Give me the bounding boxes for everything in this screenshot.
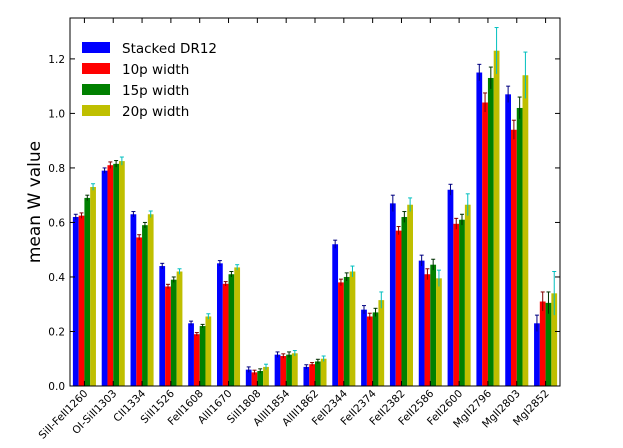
bar-1-0 [101,170,108,386]
bar-6-0 [245,369,252,386]
bar-1-1 [107,165,114,386]
legend-swatch-0 [82,42,110,53]
bar-10-0 [361,309,367,386]
y-tick-label-0: 0.0 [48,381,65,393]
bar-3-0 [159,266,166,386]
bar-15-3 [522,75,529,387]
bar-14-3 [493,50,500,387]
bar-3-2 [170,279,177,386]
bar-9-1 [338,282,344,386]
bar-9-0 [332,244,339,386]
bar-10-3 [378,300,385,386]
bar-0-3 [90,187,96,386]
legend-swatch-1 [82,63,110,74]
bar-6-1 [251,372,258,386]
bar-9-2 [343,276,350,386]
x-tick-label-0: SiII-FeII1260 [37,388,91,442]
bar-7-2 [286,354,292,386]
bar-1-3 [119,161,125,386]
y-tick-label-3: 0.6 [48,217,65,229]
legend-swatch-3 [82,105,110,116]
legend-label-2: 15p width [122,83,189,99]
bar-13-3 [464,204,471,386]
bar-5-0 [217,263,223,386]
bar-2-2 [142,225,148,386]
bar-15-1 [511,129,517,386]
bar-0-2 [84,197,91,386]
bar-5-2 [228,274,235,386]
y-tick-label-2: 0.4 [48,272,65,284]
bar-0-0 [72,216,79,386]
bar-14-2 [487,77,494,386]
bars-layer [72,50,558,387]
bar-16-0 [534,323,540,386]
bar-5-3 [234,267,241,386]
legend-label-0: Stacked DR12 [122,41,217,57]
bar-8-1 [309,364,315,386]
bar-5-1 [222,283,229,386]
y-tick-label-5: 1.0 [48,108,65,120]
bar-12-2 [430,264,437,386]
bar-3-3 [176,271,183,386]
bar-4-2 [199,326,206,386]
bar-8-2 [315,361,321,386]
bar-2-1 [136,237,143,386]
legend: Stacked DR12 10p width 15p width 20p width [82,41,217,120]
bar-1-2 [113,163,119,386]
legend-label-1: 10p width [122,62,189,78]
bar-10-2 [372,312,379,386]
bar-4-1 [193,334,200,386]
bar-11-3 [407,204,413,386]
bar-13-1 [453,223,460,386]
legend-swatch-2 [82,84,110,95]
bar-14-0 [476,72,483,387]
bar-13-0 [447,189,454,386]
y-tick-label-6: 1.2 [48,54,65,66]
bar-15-0 [505,94,511,386]
bar-11-2 [401,216,408,386]
bar-11-0 [389,203,396,386]
error-bars-layer [73,27,557,375]
bar-16-1 [539,301,546,386]
bar-13-2 [459,219,465,386]
bar-8-0 [303,366,310,386]
bar-2-0 [130,214,137,386]
bar-4-3 [205,316,212,386]
bar-2-3 [147,214,154,386]
bar-14-1 [482,102,488,386]
bar-6-3 [263,366,269,386]
bar-12-1 [424,274,431,386]
bar-6-2 [257,371,264,386]
y-tick-label-4: 0.8 [48,163,65,175]
bar-12-3 [436,278,442,386]
y-tick-label-1: 0.2 [48,326,65,338]
bar-7-0 [274,354,281,386]
bar-7-1 [280,356,287,386]
legend-label-3: 20p width [122,104,189,120]
bar-12-0 [418,260,425,386]
bar-8-3 [320,358,327,386]
bar-0-1 [78,215,85,386]
bar-10-1 [366,316,373,386]
bar-4-0 [188,323,194,386]
bar-3-1 [165,286,171,386]
bar-9-3 [349,271,356,386]
bar-15-2 [516,107,523,387]
bar-16-3 [551,293,558,386]
bar-7-3 [291,353,298,386]
y-axis-title: mean W value [25,141,45,263]
bar-11-1 [395,230,402,386]
bar-16-2 [545,302,552,386]
